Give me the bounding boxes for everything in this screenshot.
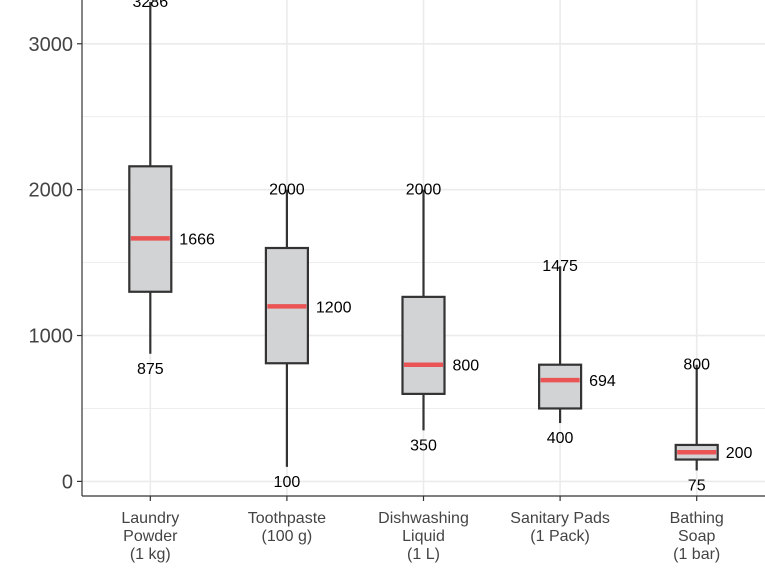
box-group — [264, 189, 309, 467]
x-tick-label: (1 Pack) — [530, 528, 590, 545]
x-tick-label: (100 g) — [262, 528, 313, 545]
min-label: 100 — [274, 474, 301, 491]
box-group — [674, 364, 719, 471]
median-label: 694 — [589, 373, 616, 390]
max-label: 800 — [683, 357, 710, 374]
box — [537, 363, 583, 410]
boxes — [128, 2, 719, 471]
x-tick-label: Dishwashing — [378, 510, 469, 527]
x-tick-label: (1 kg) — [130, 546, 171, 563]
box-group — [128, 2, 173, 354]
y-tick-label: 0 — [62, 471, 73, 493]
x-tick-label: Liquid — [402, 528, 445, 545]
max-label: 2000 — [269, 182, 305, 199]
x-tick-label: Powder — [123, 528, 178, 545]
box — [128, 165, 173, 293]
x-tick-label: Laundry — [121, 510, 179, 527]
x-tick-label: Toothpaste — [248, 510, 326, 527]
median-label: 800 — [453, 358, 480, 375]
max-label: 1475 — [542, 258, 578, 275]
y-tick-label: 2000 — [29, 180, 74, 202]
box-group — [401, 189, 446, 431]
x-tick-label: (1 L) — [407, 546, 440, 563]
y-tick-label: 3000 — [29, 34, 74, 56]
max-label: 3286 — [133, 0, 169, 11]
max-label: 2000 — [406, 182, 442, 199]
x-tick-label: Sanitary Pads — [510, 510, 610, 527]
box — [401, 295, 446, 395]
median-label: 1666 — [179, 231, 215, 248]
median-label: 1200 — [316, 299, 352, 316]
value-labels: 3286 875 1666 2000 100 1200 2000 350 800 1475 400 6… — [133, 0, 753, 494]
min-label: 75 — [688, 477, 706, 494]
box-group — [537, 266, 583, 424]
min-label: 875 — [137, 361, 164, 378]
median-label: 200 — [726, 445, 753, 462]
x-tick-label: Bathing — [670, 510, 724, 527]
x-tick-label: Soap — [678, 528, 715, 545]
min-label: 400 — [547, 430, 574, 447]
min-label: 350 — [410, 437, 437, 454]
x-tick-label: (1 bar) — [673, 546, 720, 563]
y-tick-label: 1000 — [29, 326, 74, 348]
